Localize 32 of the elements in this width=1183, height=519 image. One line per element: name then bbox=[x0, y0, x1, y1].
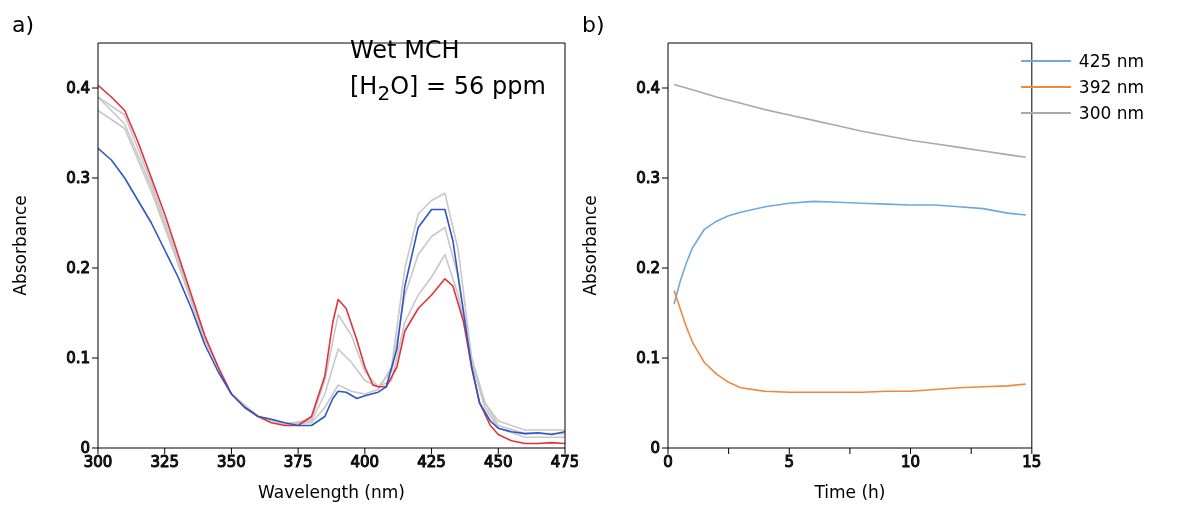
y-tick-label: 0.4 bbox=[636, 79, 660, 98]
x-tick-label: 400 bbox=[350, 452, 380, 471]
y-tick-label: 0 bbox=[650, 439, 660, 458]
x-tick-label: 450 bbox=[483, 452, 513, 471]
y-tick-label: 0.3 bbox=[66, 169, 90, 188]
legend-label: 392 nm bbox=[1078, 76, 1144, 99]
y-tick-label: 0.1 bbox=[66, 349, 90, 368]
x-tick-label: 425 bbox=[417, 452, 446, 471]
y-tick-label: 0.4 bbox=[66, 79, 90, 98]
x-tick-label: 475 bbox=[550, 452, 580, 471]
y-tick-label: 0.2 bbox=[636, 259, 660, 278]
y-axis-title: Absorbance bbox=[580, 195, 601, 296]
y-tick-label: 0.1 bbox=[636, 349, 660, 368]
x-tick-label: 5 bbox=[784, 452, 795, 471]
y-axis-title: Absorbance bbox=[10, 195, 31, 296]
legend-label: 425 nm bbox=[1078, 50, 1144, 73]
x-tick-label: 300 bbox=[83, 452, 113, 471]
x-tick-label: 15 bbox=[1022, 452, 1042, 471]
x-axis-title: Wavelength (nm) bbox=[258, 482, 405, 502]
chart-title: a) bbox=[12, 12, 35, 37]
y-tick-label: 0.2 bbox=[66, 259, 90, 278]
chart-title: b) bbox=[582, 12, 605, 37]
annotation: [H$_{2}$O] = 56 ppm bbox=[350, 71, 546, 107]
x-tick-label: 10 bbox=[900, 452, 921, 471]
x-tick-label: 325 bbox=[150, 452, 180, 471]
y-tick-label: 0.3 bbox=[636, 169, 660, 188]
x-axis-title: Time (h) bbox=[813, 482, 886, 502]
x-tick-label: 375 bbox=[283, 452, 313, 471]
x-tick-label: 0 bbox=[663, 452, 673, 471]
legend-label: 300 nm bbox=[1078, 102, 1144, 125]
x-tick-label: 350 bbox=[217, 452, 246, 471]
annotation: Wet MCH bbox=[350, 35, 461, 66]
